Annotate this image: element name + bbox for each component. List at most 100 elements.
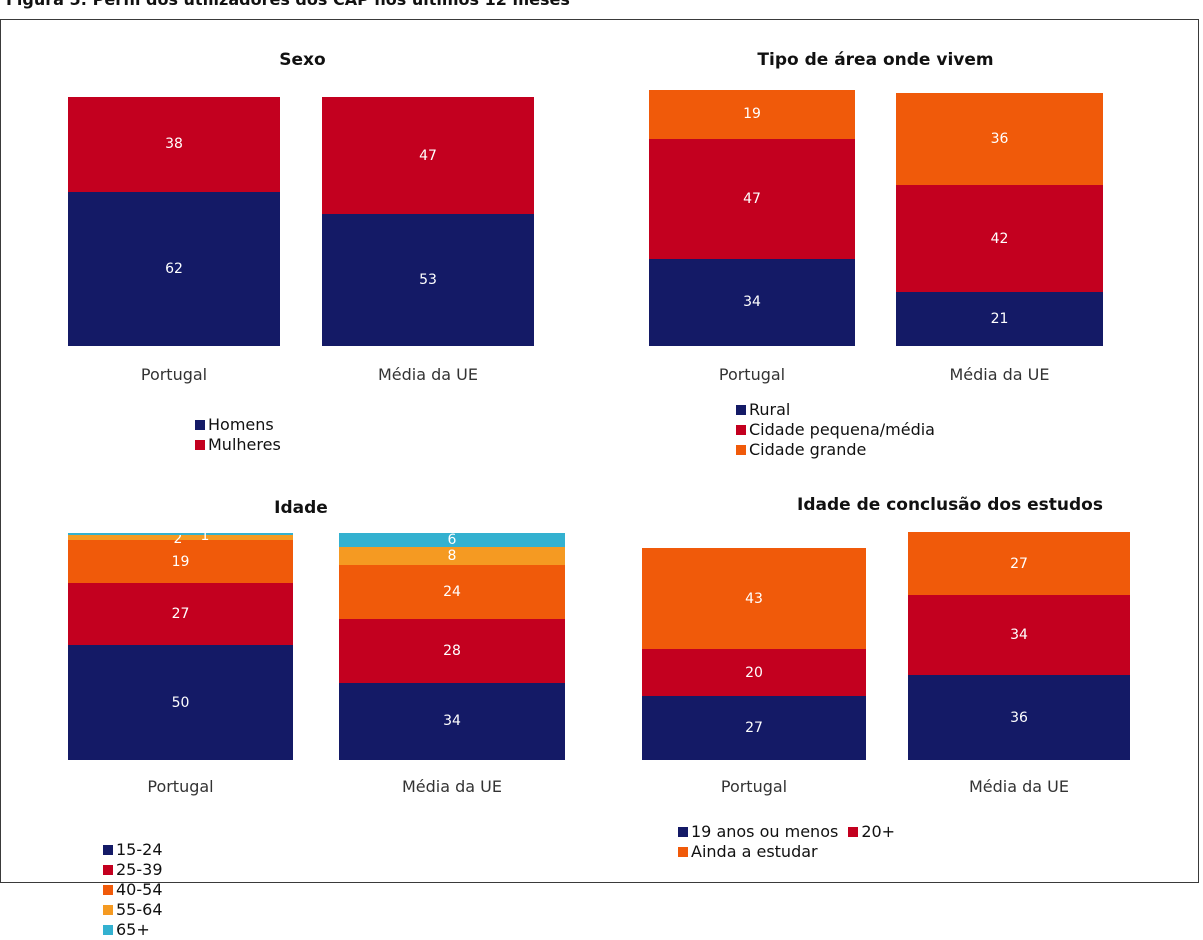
legend-label: 25-39 bbox=[116, 860, 163, 879]
legend-swatch bbox=[736, 425, 746, 435]
bar-segment bbox=[339, 619, 565, 683]
category-label: Portugal bbox=[720, 777, 788, 796]
chart-title: Sexo bbox=[279, 50, 326, 70]
bar-segment bbox=[68, 583, 293, 646]
bar-segment bbox=[322, 214, 534, 346]
legend-label: Ainda a estudar bbox=[691, 842, 818, 861]
bar-segment bbox=[908, 595, 1130, 676]
data-label: 27 bbox=[171, 606, 190, 623]
data-label: 43 bbox=[745, 590, 763, 607]
data-label: 20 bbox=[745, 664, 763, 681]
category-label: Média da UE bbox=[968, 777, 1069, 796]
data-label: 47 bbox=[743, 190, 761, 207]
bar-segment bbox=[68, 191, 280, 346]
legend-item: Cidade grande bbox=[736, 440, 935, 460]
legend-label: Homens bbox=[208, 415, 274, 434]
legend-item: Homens bbox=[195, 415, 274, 435]
legend-item: 40-54 bbox=[103, 880, 163, 900]
data-label: 1 bbox=[200, 528, 210, 544]
legend-label: 20+ bbox=[861, 822, 896, 841]
bar-segment bbox=[896, 93, 1103, 185]
legend-label: 19 anos ou menos bbox=[691, 822, 839, 841]
data-label: 53 bbox=[419, 272, 437, 288]
legend-swatch bbox=[103, 885, 113, 895]
legend-swatch bbox=[678, 847, 688, 857]
category-label: Média da UE bbox=[949, 365, 1050, 384]
legend-item: 19 anos ou menos bbox=[678, 822, 838, 842]
legend-item: 65+ bbox=[103, 920, 150, 940]
data-label: 24 bbox=[443, 584, 461, 601]
legend-item: Ainda a estudar bbox=[678, 842, 998, 862]
bar-segment bbox=[339, 546, 565, 565]
data-label: 8 bbox=[447, 547, 457, 564]
bar-segment bbox=[896, 185, 1103, 293]
bar-segment bbox=[339, 564, 565, 620]
data-label: 34 bbox=[443, 713, 461, 730]
bar-segment bbox=[339, 682, 565, 760]
data-label: 2 bbox=[173, 531, 183, 548]
legend-swatch bbox=[195, 420, 205, 430]
category-label: Portugal bbox=[140, 365, 208, 384]
chart-title: Idade bbox=[274, 498, 328, 518]
legend-swatch bbox=[103, 865, 113, 875]
legend-label: Rural bbox=[749, 400, 791, 419]
bar-segment bbox=[649, 138, 855, 259]
chart-legend: 15-24 25-39 40-54 55-64 65+ bbox=[103, 840, 173, 940]
data-label: 19 bbox=[171, 553, 190, 570]
data-label: 19 bbox=[743, 106, 761, 123]
legend-swatch bbox=[736, 405, 746, 415]
legend-item: 55-64 bbox=[103, 900, 163, 920]
legend-swatch bbox=[103, 925, 113, 935]
bar-segment bbox=[649, 90, 855, 139]
legend-item: Rural bbox=[736, 400, 935, 420]
data-label: 6 bbox=[447, 531, 457, 548]
data-label: 62 bbox=[165, 260, 183, 277]
category-label: Média da UE bbox=[377, 365, 478, 384]
legend-label: 65+ bbox=[116, 920, 150, 939]
bar-segment bbox=[68, 97, 280, 192]
chart-title: Idade de conclusão dos estudos bbox=[797, 495, 1103, 515]
legend-label: Mulheres bbox=[208, 435, 281, 454]
data-label: 27 bbox=[745, 720, 763, 737]
bar-segment bbox=[896, 292, 1103, 346]
data-label: 47 bbox=[419, 147, 437, 164]
bar-segment bbox=[68, 539, 293, 584]
bar-segment bbox=[68, 535, 293, 540]
legend-swatch bbox=[848, 827, 859, 837]
legend-label: 15-24 bbox=[116, 840, 163, 859]
bar-segment bbox=[642, 649, 866, 697]
bar-segment bbox=[908, 532, 1130, 596]
chart-title: Tipo de área onde vivem bbox=[757, 50, 994, 70]
bar-segment bbox=[68, 645, 293, 760]
legend-swatch bbox=[678, 827, 688, 837]
legend-label: 40-54 bbox=[116, 880, 163, 899]
bar-segment bbox=[68, 533, 293, 536]
chart-legend: Homens Mulheres bbox=[195, 415, 291, 455]
data-label: 34 bbox=[1010, 627, 1028, 644]
data-label: 42 bbox=[990, 230, 1009, 247]
legend-item: 20+ bbox=[848, 822, 895, 842]
legend-label: Cidade pequena/média bbox=[749, 420, 935, 439]
bar-segment bbox=[649, 258, 855, 346]
category-label: Portugal bbox=[147, 777, 214, 796]
bar-segment bbox=[642, 548, 866, 650]
data-label: 21 bbox=[990, 311, 1009, 328]
legend-swatch bbox=[736, 445, 746, 455]
legend-item: 15-24 bbox=[103, 840, 163, 860]
data-label: 34 bbox=[743, 294, 761, 311]
data-label: 50 bbox=[171, 694, 190, 711]
category-label: Média da UE bbox=[401, 777, 502, 796]
legend-item: 25-39 bbox=[103, 860, 163, 880]
data-label: 36 bbox=[1010, 709, 1028, 726]
legend-label: 55-64 bbox=[116, 900, 163, 919]
chart-legend: Rural Cidade pequena/média Cidade grande bbox=[736, 400, 935, 460]
legend-swatch bbox=[103, 905, 113, 915]
bar-segment bbox=[642, 696, 866, 760]
bar-segment bbox=[908, 675, 1130, 760]
legend-label: Cidade grande bbox=[749, 440, 867, 459]
data-label: 28 bbox=[443, 643, 461, 660]
data-label: 38 bbox=[165, 136, 183, 153]
legend-swatch bbox=[195, 440, 205, 450]
figure-title: Figura 5: Perfil dos utilizadores dos CA… bbox=[6, 0, 570, 9]
legend-swatch bbox=[103, 845, 113, 855]
